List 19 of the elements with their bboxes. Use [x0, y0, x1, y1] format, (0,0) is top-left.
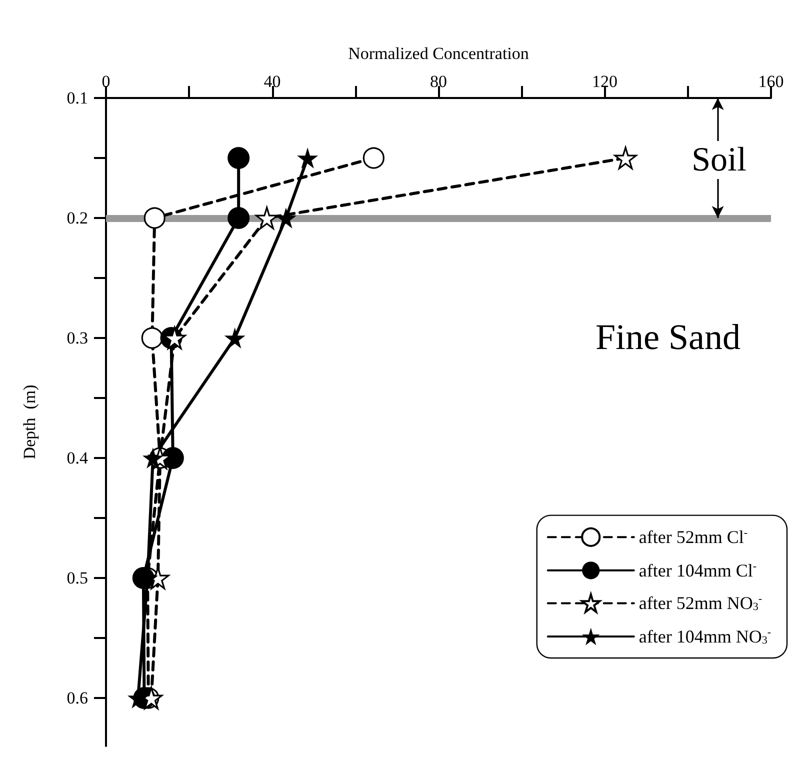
y-axis-title: Depth (m) — [20, 384, 39, 460]
legend-label: after 104mm Cl- — [638, 560, 757, 580]
x-tick-label: 160 — [758, 72, 784, 91]
y-tick-label: 0.6 — [66, 688, 88, 708]
legend-label: after 104mm NO3- — [638, 626, 772, 646]
x-tick-label: 0 — [102, 72, 110, 91]
x-axis-title: Normalized Concentration — [348, 44, 530, 63]
y-tick-label: 0.5 — [66, 568, 88, 588]
x-tick-label: 40 — [264, 72, 281, 91]
y-tick-label: 0.4 — [66, 448, 88, 468]
annotation: Soil — [692, 142, 746, 178]
x-tick-label: 80 — [430, 72, 447, 91]
y-tick-label: 0.2 — [66, 208, 88, 228]
y-tick-label: 0.1 — [66, 88, 88, 108]
legend-label: after 52mm Cl- — [638, 527, 748, 548]
legend-label: after 52mm NO3- — [638, 593, 762, 614]
y-tick-label: 0.3 — [66, 328, 88, 348]
x-tick-label: 120 — [592, 72, 618, 91]
annotation: Fine Sand — [595, 317, 741, 357]
